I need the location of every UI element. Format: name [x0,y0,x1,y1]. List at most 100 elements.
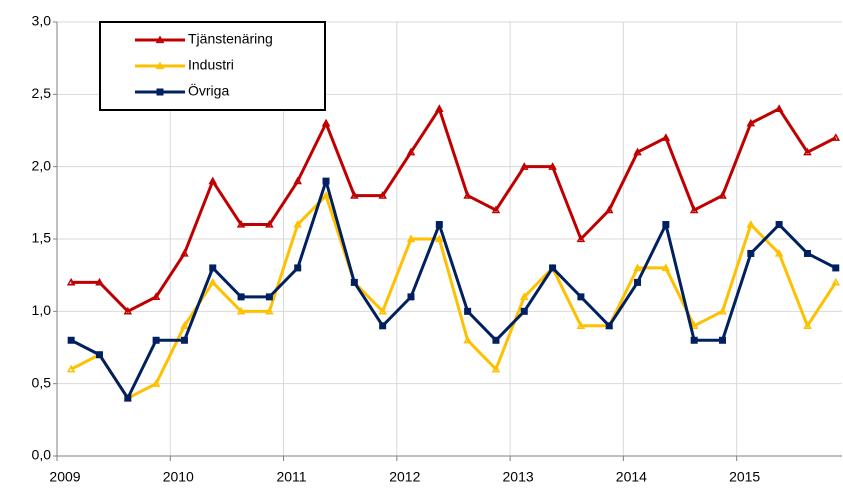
marker [265,293,273,301]
marker [746,219,756,228]
marker [689,321,699,329]
marker [265,306,274,315]
marker [746,118,756,127]
marker [66,364,76,373]
marker [803,321,812,329]
marker [236,219,246,228]
marker [321,118,331,127]
marker [634,278,642,286]
marker [406,147,416,156]
marker [718,306,727,315]
marker [549,264,557,272]
marker [378,191,387,199]
marker [378,306,387,315]
y-tick-label: 0,5 [32,374,52,390]
marker [519,162,529,170]
marker [832,264,840,272]
marker [718,191,727,199]
marker [95,277,104,286]
legend-label: Övriga [188,82,229,99]
marker [350,278,358,286]
marker [151,292,161,301]
marker [294,264,302,272]
marker [689,205,699,214]
marker [208,176,218,185]
legend-label: Tjänstenäring [188,31,273,47]
marker [577,293,585,301]
marker [435,221,443,229]
marker [406,234,416,243]
marker [492,336,500,344]
marker [180,336,188,344]
marker [180,248,189,257]
y-tick-label: 1,5 [32,230,52,246]
marker [95,351,103,359]
marker [293,176,302,185]
marker [774,104,784,112]
y-tick-label: 2,0 [32,157,52,173]
legend-marker [155,61,165,70]
marker [747,249,755,257]
marker [775,221,783,229]
marker [67,336,75,344]
y-tick-label: 0,0 [32,447,52,463]
legend-marker [155,35,165,44]
marker [123,306,133,315]
marker [690,336,698,344]
x-tick-label: 2014 [616,469,647,485]
y-tick-label: 1,0 [32,302,52,318]
x-tick-label: 2010 [163,469,194,485]
marker [209,264,217,272]
marker [803,249,811,257]
marker [633,263,642,272]
marker [208,277,218,286]
marker [124,394,132,402]
marker [350,191,359,199]
marker [293,219,302,228]
marker [491,364,501,373]
marker [633,147,642,156]
y-tick-label: 2,5 [32,85,52,101]
marker [463,335,472,344]
marker [321,191,331,199]
marker [322,177,330,185]
marker [265,219,274,228]
marker [576,321,586,329]
marker [520,307,528,315]
marker [379,322,387,330]
marker [491,205,501,214]
marker [662,221,670,229]
marker [180,321,189,329]
marker [237,293,245,301]
legend-marker [156,88,164,96]
marker [464,307,472,315]
x-tick-label: 2015 [729,469,760,485]
marker [236,306,246,315]
x-tick-label: 2013 [503,469,534,485]
marker [435,104,444,112]
marker [152,336,160,344]
marker [576,234,586,243]
series-line [71,107,837,313]
marker [718,336,726,344]
legend-label: Industri [188,57,234,73]
marker [548,162,557,170]
marker [774,248,784,257]
x-tick-label: 2009 [49,469,80,485]
x-tick-label: 2012 [389,469,420,485]
y-tick-label: 3,0 [32,13,52,29]
marker [605,322,613,330]
marker [463,191,472,199]
series-line [70,194,838,400]
marker [831,277,841,286]
marker [604,205,614,214]
marker [803,147,812,156]
series-line [70,179,837,400]
marker [519,292,529,301]
marker [151,379,161,387]
marker [407,293,415,301]
marker [831,133,841,141]
x-tick-label: 2011 [276,469,306,485]
marker [661,133,671,141]
